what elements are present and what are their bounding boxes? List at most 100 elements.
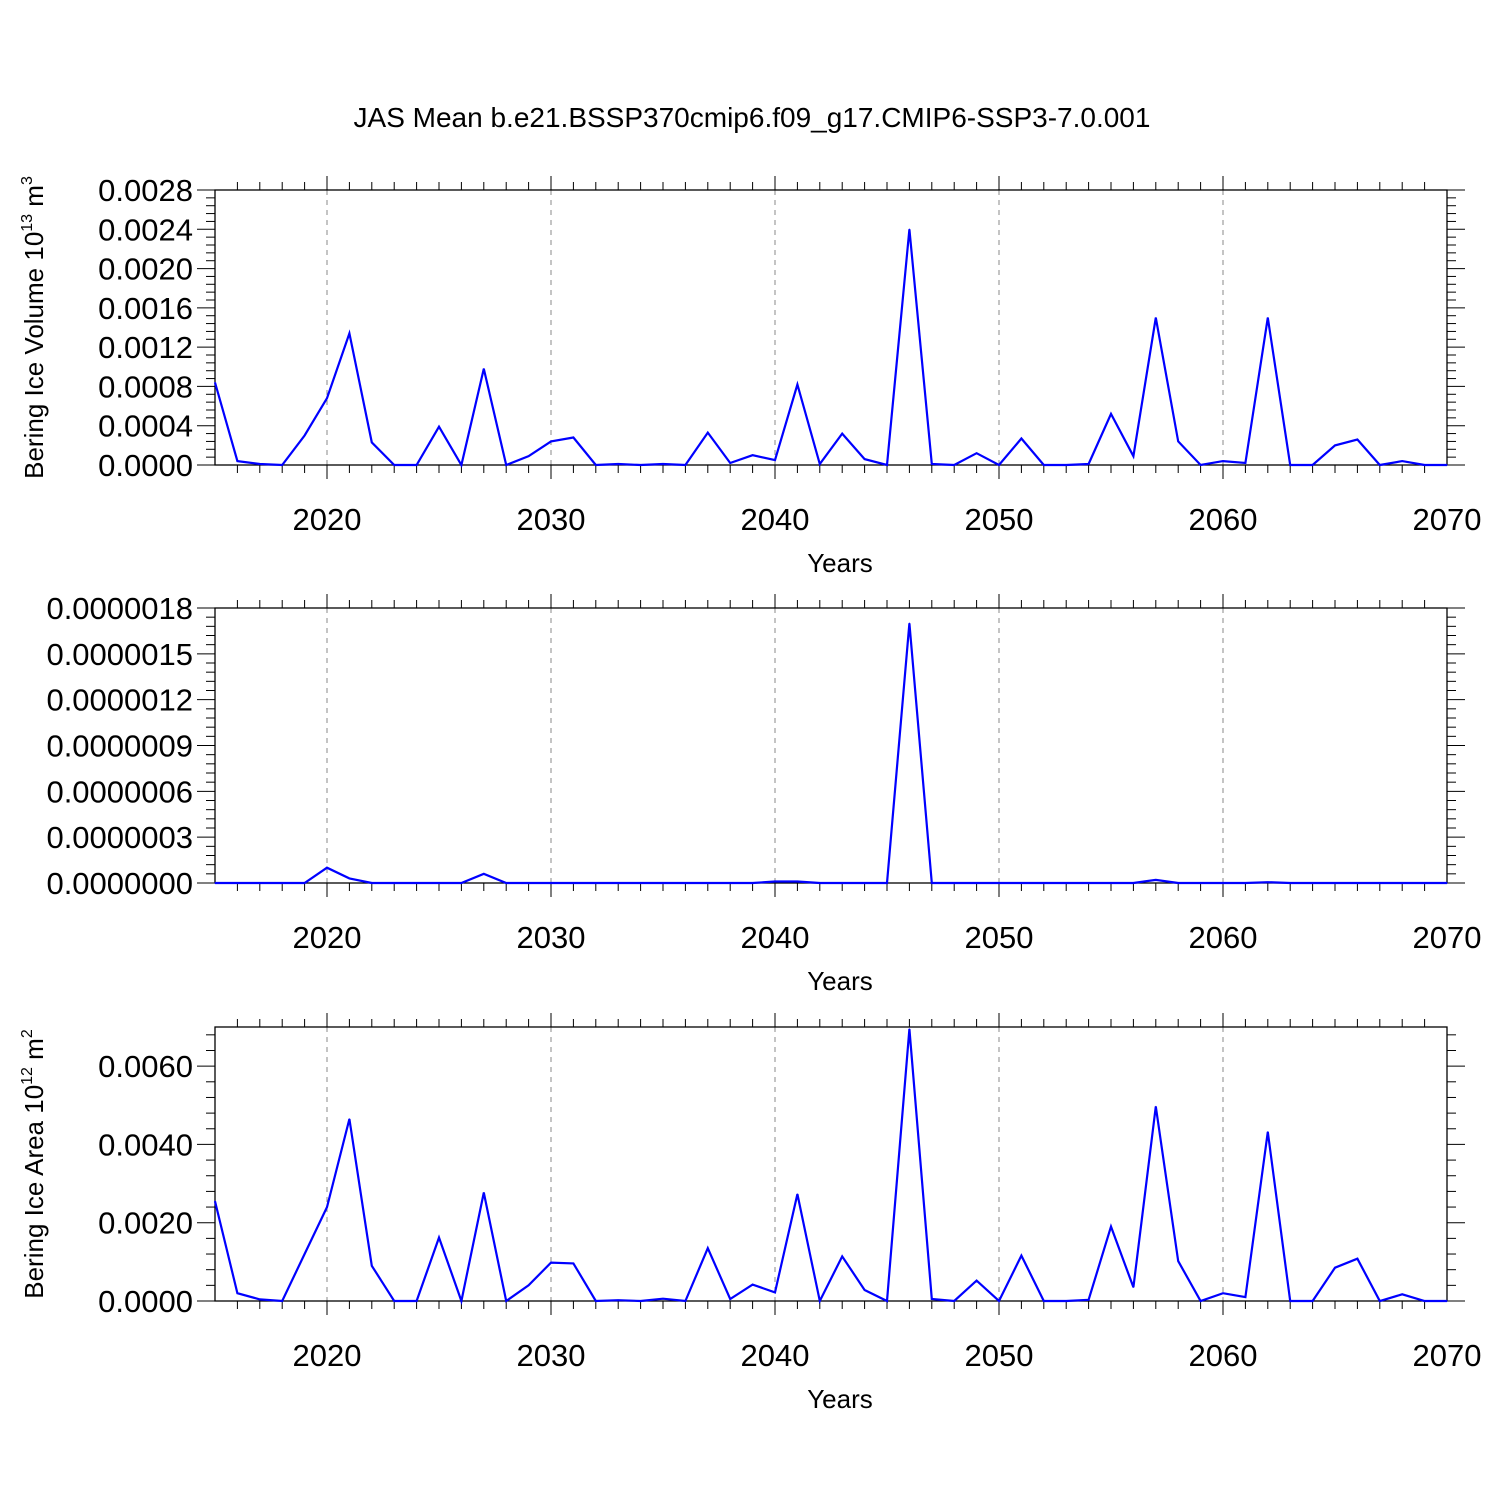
data-point xyxy=(550,1262,552,1264)
data-point xyxy=(1312,882,1314,884)
data-point xyxy=(1424,882,1426,884)
x-tick-label: 2050 xyxy=(965,1338,1034,1373)
data-point xyxy=(1043,882,1045,884)
data-point xyxy=(572,1262,575,1265)
plot-frame xyxy=(214,189,1448,466)
data-point xyxy=(393,882,395,884)
data-point xyxy=(438,426,440,428)
data-point xyxy=(886,882,888,884)
data-point xyxy=(1200,1300,1202,1302)
data-point xyxy=(976,882,978,884)
data-point xyxy=(774,1291,776,1293)
data-point xyxy=(841,1255,843,1257)
data-point xyxy=(348,1118,350,1120)
y-tick-label: 0.0000009 xyxy=(46,729,193,764)
data-point xyxy=(796,1193,799,1195)
data-point xyxy=(640,1300,642,1302)
x-tick-label: 2050 xyxy=(965,920,1034,955)
data-point xyxy=(1401,1293,1403,1295)
data-point xyxy=(662,1298,664,1300)
data-point xyxy=(707,431,709,434)
data-point xyxy=(617,882,619,884)
y-tick-label: 0.0000006 xyxy=(46,774,193,809)
data-point xyxy=(214,882,216,884)
data-point xyxy=(684,1300,687,1302)
data-point xyxy=(864,458,866,460)
x-tick-label: 2060 xyxy=(1189,502,1258,537)
data-point xyxy=(729,1298,731,1300)
data-point xyxy=(1334,444,1336,446)
data-point xyxy=(1289,882,1291,884)
y-tick-label: 0.0004 xyxy=(98,409,193,444)
data-point xyxy=(214,1200,216,1202)
data-point xyxy=(617,463,619,465)
data-point xyxy=(1110,1226,1112,1228)
data-point xyxy=(572,436,575,439)
data-point xyxy=(796,880,799,883)
data-point xyxy=(483,1191,485,1194)
data-point xyxy=(1200,882,1202,884)
data-point xyxy=(528,882,530,884)
data-point xyxy=(1356,438,1358,441)
data-point xyxy=(796,383,799,386)
data-point xyxy=(371,1265,373,1267)
data-point xyxy=(1379,882,1381,884)
x-tick-label: 2070 xyxy=(1413,920,1482,955)
data-point xyxy=(1020,882,1023,884)
y-tick-label: 0.0000018 xyxy=(46,591,193,626)
y-tick-label: 0.0024 xyxy=(98,212,193,247)
data-point xyxy=(729,462,731,464)
data-point xyxy=(1177,440,1179,443)
data-point xyxy=(1132,1286,1134,1288)
data-point xyxy=(1110,413,1112,415)
x-tick-label: 2070 xyxy=(1413,502,1482,537)
data-point xyxy=(259,882,261,884)
data-point xyxy=(976,452,978,454)
chart-title: JAS Mean b.e21.BSSP370cmip6.f09_g17.CMIP… xyxy=(354,102,1151,133)
data-point xyxy=(617,1299,619,1301)
data-point xyxy=(550,882,552,884)
series-line xyxy=(213,229,1447,468)
data-point xyxy=(1334,882,1336,884)
data-point xyxy=(640,464,642,466)
data-point xyxy=(1177,882,1179,884)
data-point xyxy=(953,464,955,466)
data-point xyxy=(752,454,754,456)
data-point xyxy=(1334,1267,1336,1269)
data-point xyxy=(976,1280,978,1282)
data-point xyxy=(326,397,328,399)
data-point xyxy=(595,464,597,466)
data-point xyxy=(371,441,373,444)
data-point xyxy=(1267,317,1269,319)
y-tick-label: 0.0000000 xyxy=(46,866,193,901)
data-point xyxy=(953,1300,955,1302)
data-point xyxy=(1177,1260,1179,1262)
y-axis-label: Bering Ice Area 1012 m2 xyxy=(19,1029,49,1299)
data-point xyxy=(1132,455,1134,457)
data-point xyxy=(864,1289,866,1291)
x-tick-label: 2020 xyxy=(293,920,362,955)
data-point xyxy=(460,1300,462,1302)
data-point xyxy=(1088,463,1090,465)
y-tick-label: 0.0012 xyxy=(98,330,193,365)
data-point xyxy=(886,1300,888,1302)
data-point xyxy=(1155,879,1157,881)
data-point xyxy=(1088,1299,1090,1301)
data-point xyxy=(1065,464,1067,466)
data-point xyxy=(236,460,238,462)
series-line xyxy=(213,1028,1447,1306)
y-tick-label: 0.0008 xyxy=(98,369,193,404)
data-point xyxy=(1356,882,1358,884)
data-point xyxy=(236,882,238,884)
data-point xyxy=(684,882,687,884)
x-axis-label: Years xyxy=(807,548,873,578)
data-point xyxy=(1222,882,1224,884)
data-point xyxy=(841,432,843,435)
data-point xyxy=(595,882,597,884)
data-point xyxy=(348,332,350,334)
data-point xyxy=(752,882,754,884)
data-point xyxy=(259,463,261,465)
data-point xyxy=(281,1300,283,1302)
y-tick-label: 0.0000015 xyxy=(46,637,193,672)
data-point xyxy=(416,464,418,466)
